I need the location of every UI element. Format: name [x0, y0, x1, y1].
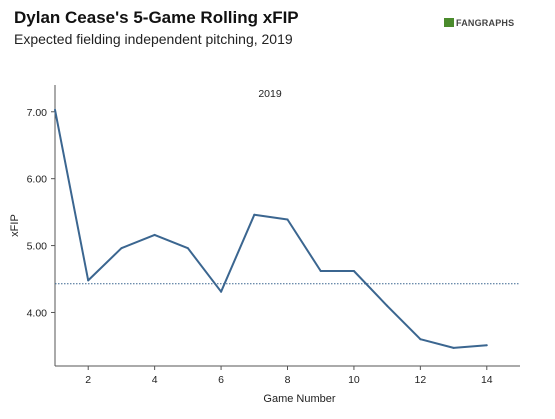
fangraphs-logo-text: FANGRAPHS [456, 18, 515, 28]
data-point [319, 269, 322, 272]
data-point [452, 346, 455, 349]
data-point [186, 247, 189, 250]
data-point [286, 218, 289, 221]
series-line [54, 109, 487, 349]
y-axis-label: xFIP [9, 214, 21, 237]
data-point [419, 338, 422, 341]
data-point [386, 304, 389, 307]
y-tick-label: 7.00 [27, 107, 48, 119]
data-point [352, 269, 355, 272]
y-tick-label: 4.00 [27, 307, 48, 319]
y-tick-label: 6.00 [27, 174, 48, 186]
chart-series [54, 108, 488, 349]
chart-title: Dylan Cease's 5-Game Rolling xFIP [14, 8, 299, 27]
fangraphs-logo: FANGRAPHS [444, 18, 514, 28]
year-annotation: 2019 [258, 88, 282, 100]
x-tick-label: 12 [415, 374, 427, 386]
data-point [153, 233, 156, 236]
x-tick-label: 4 [152, 374, 158, 386]
y-tick-label: 5.00 [27, 241, 48, 253]
chart-axes: 2 4 6 8 10 12 14 4.00 5.00 6.00 7.00 [27, 85, 520, 386]
chart-subtitle: Expected fielding independent pitching, … [14, 31, 293, 47]
x-tick-label: 2 [85, 374, 91, 386]
data-point [485, 344, 488, 347]
x-tick-label: 14 [481, 374, 493, 386]
x-tick-label: 8 [285, 374, 291, 386]
data-point [87, 279, 90, 282]
x-tick-label: 10 [348, 374, 360, 386]
x-axis-label: Game Number [263, 393, 335, 405]
x-tick-label: 6 [218, 374, 224, 386]
data-point [120, 247, 123, 250]
data-point [220, 290, 223, 293]
fangraphs-logo-icon [444, 18, 454, 27]
data-point [253, 213, 256, 216]
data-point [54, 108, 56, 111]
